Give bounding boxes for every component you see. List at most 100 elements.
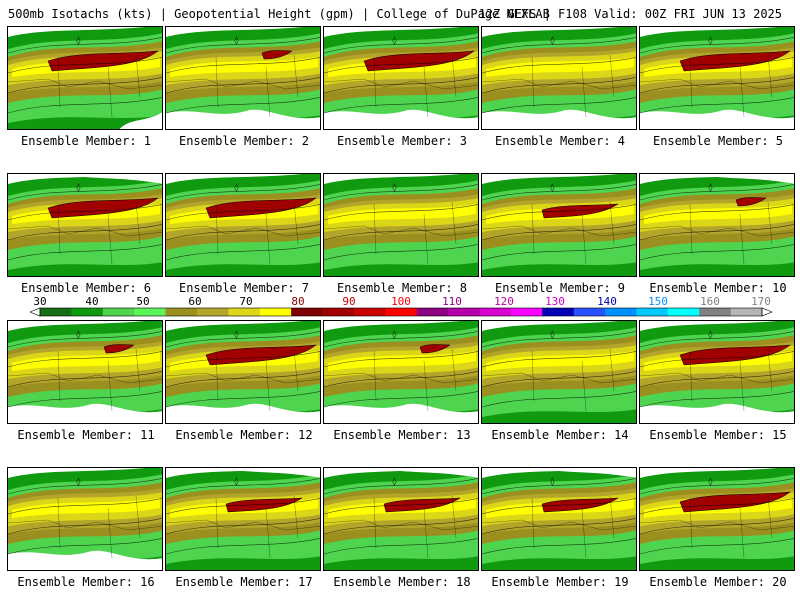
pressure-center-marker: ◊ [76, 36, 81, 45]
legend-color-swatch [542, 308, 575, 316]
no-data-area [119, 112, 162, 129]
height-contour [324, 184, 478, 201]
legend-tick-label: 40 [85, 295, 98, 308]
height-contour [324, 204, 478, 221]
height-contour [640, 77, 794, 94]
political-boundaries [482, 201, 636, 265]
legend-color-swatch [196, 308, 229, 316]
political-boundaries [8, 495, 162, 559]
pressure-center-marker: ◊ [234, 477, 239, 486]
ensemble-member-map-image: ◊ [166, 27, 320, 129]
ensemble-member-map: ◊ [165, 26, 321, 130]
jet-core [47, 197, 159, 219]
ensemble-member-map-image: ◊ [482, 174, 636, 276]
ensemble-member-map: ◊ [639, 467, 795, 571]
height-contour [8, 57, 162, 74]
height-contour [482, 224, 636, 241]
political-boundaries [640, 495, 794, 559]
ensemble-member-label: Ensemble Member: 3 [336, 134, 468, 148]
height-contour [166, 498, 320, 515]
legend-tick-label: 160 [700, 295, 720, 308]
legend-color-swatch [102, 308, 135, 316]
pressure-center-marker: ◊ [234, 36, 239, 45]
wind-band [12, 351, 160, 371]
political-boundaries [324, 201, 478, 265]
height-contour [324, 331, 478, 348]
legend-color-swatch [228, 308, 261, 316]
height-contour [8, 37, 162, 54]
ensemble-member-label: Ensemble Member: 12 [175, 428, 313, 442]
ensemble-member-label: Ensemble Member: 2 [178, 134, 310, 148]
height-contour [8, 244, 162, 261]
height-contour [482, 97, 636, 114]
ensemble-member-label: Ensemble Member: 13 [333, 428, 471, 442]
legend-tick-label: 50 [136, 295, 149, 308]
height-contour [324, 37, 478, 54]
legend-tick-label: 150 [648, 295, 668, 308]
legend-color-swatch [71, 308, 104, 316]
ensemble-member-map: ◊ [7, 320, 163, 424]
legend-tick-label: 60 [188, 295, 201, 308]
wind-band [486, 57, 634, 77]
jet-core [205, 197, 317, 219]
height-contour [482, 371, 636, 388]
legend-color-swatch [448, 308, 480, 316]
height-contour [482, 498, 636, 515]
ensemble-member-label: Ensemble Member: 18 [333, 575, 471, 589]
height-contour [640, 331, 794, 348]
height-contour [324, 77, 478, 94]
jet-core [103, 344, 135, 354]
ensemble-member-map: ◊ [7, 26, 163, 130]
jet-core [735, 197, 767, 207]
height-contour [482, 184, 636, 201]
jet-core [679, 491, 791, 513]
pressure-center-marker: ◊ [76, 477, 81, 486]
ensemble-member-label: Ensemble Member: 8 [336, 281, 468, 295]
ensemble-member-label: Ensemble Member: 15 [649, 428, 787, 442]
legend-color-swatch [730, 308, 763, 316]
no-data-area [166, 109, 320, 129]
ensemble-member-label: Ensemble Member: 16 [17, 575, 155, 589]
legend-color-swatch [573, 308, 606, 316]
jet-core [383, 497, 461, 513]
ensemble-member-map-image: ◊ [324, 468, 478, 570]
height-contour [166, 97, 320, 114]
height-contour [482, 478, 636, 495]
height-contour [640, 37, 794, 54]
political-boundaries [324, 348, 478, 412]
pressure-center-marker: ◊ [708, 477, 713, 486]
political-boundaries [8, 348, 162, 412]
height-contour [8, 224, 162, 241]
height-contour [8, 478, 162, 495]
legend-upper-arrow [761, 307, 773, 317]
height-contour [166, 244, 320, 261]
ensemble-member-map: ◊ [7, 467, 163, 571]
jet-core [261, 50, 293, 60]
height-contour [324, 478, 478, 495]
ensemble-member-map-image: ◊ [166, 174, 320, 276]
pressure-center-marker: ◊ [708, 183, 713, 192]
ensemble-member-label: Ensemble Member: 6 [20, 281, 152, 295]
height-contour [482, 77, 636, 94]
pressure-center-marker: ◊ [392, 330, 397, 339]
legend-tick-label: 110 [442, 295, 462, 308]
run-valid-time: 12Z GEFS | F108 Valid: 00Z FRI JUN 13 20… [478, 7, 782, 21]
pressure-center-marker: ◊ [550, 36, 555, 45]
ensemble-member-map-image: ◊ [640, 174, 794, 276]
legend-tick-label: 100 [391, 295, 411, 308]
pressure-center-marker: ◊ [550, 183, 555, 192]
ensemble-member-label: Ensemble Member: 1 [20, 134, 152, 148]
height-contour [324, 391, 478, 408]
ensemble-member-label: Ensemble Member: 10 [649, 281, 787, 295]
height-contour [482, 37, 636, 54]
ensemble-member-label: Ensemble Member: 11 [17, 428, 155, 442]
height-contour [166, 184, 320, 201]
height-contour [324, 244, 478, 261]
jet-core [679, 344, 791, 366]
height-contour [166, 331, 320, 348]
ensemble-member-map-image: ◊ [640, 321, 794, 423]
pressure-center-marker: ◊ [76, 183, 81, 192]
wind-band [328, 204, 476, 224]
ensemble-member-map-image: ◊ [640, 27, 794, 129]
legend-lower-arrow [29, 307, 41, 317]
